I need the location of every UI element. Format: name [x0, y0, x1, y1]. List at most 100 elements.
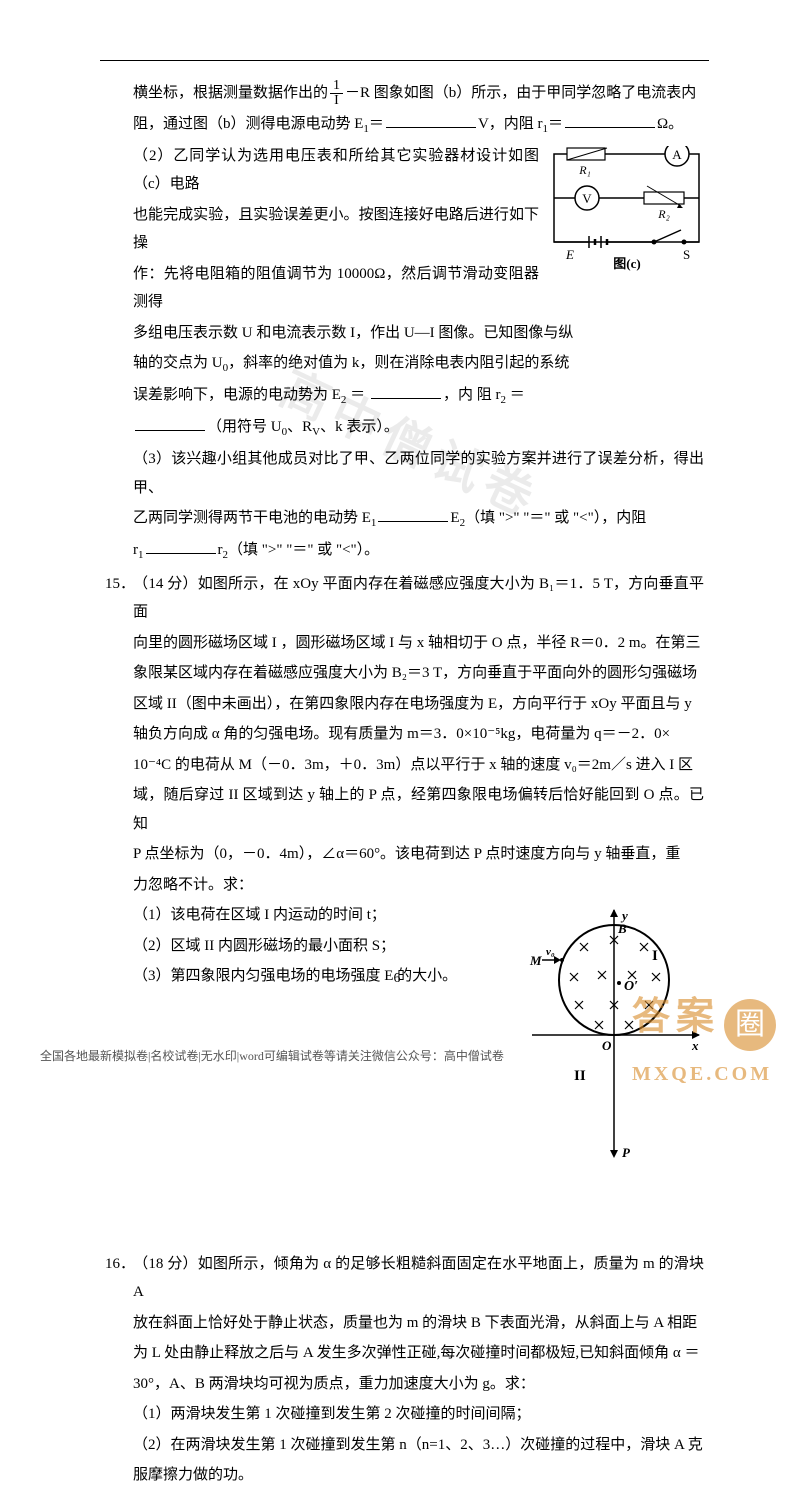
frac-den: I — [330, 94, 343, 108]
r2-box — [644, 192, 684, 204]
q16-l4: 30°，A、B 两滑块均可视为质点，重力加速度大小为 g。求： — [133, 1370, 704, 1399]
p3-l2: 乙两同学测得两节干电池的电动势 E1E2（填 ">" "＝" 或 "<"），内阻 — [133, 504, 704, 534]
txt: 乙两同学测得两节干电池的电动势 E — [133, 510, 371, 526]
txt: E — [450, 510, 459, 526]
blank-r1 — [565, 113, 655, 128]
txt: 该兴趣小组其他成员对比了甲、乙两位同学的实验方案并进行了误差分析，得出甲、 — [133, 451, 704, 496]
txt: ＝ — [548, 116, 563, 132]
txt: ＝ — [506, 387, 525, 403]
s-label: S — [683, 247, 690, 262]
voltmeter-label: V — [582, 191, 592, 206]
p-label: P — [622, 1145, 631, 1160]
blank-r2 — [135, 416, 205, 431]
sub: 1 — [138, 549, 144, 561]
txt: 轴的交点为 U — [133, 355, 223, 371]
r2-label: R₂ — [657, 207, 670, 221]
wm-bubble: 圈 — [724, 999, 776, 1051]
q15-l9: 力忽略不计。求： — [133, 871, 704, 900]
frac-num: 1 — [330, 79, 343, 94]
q16-l2: 放在斜面上恰好处于静止状态，质量也为 m 的滑块 B 下表面光滑，从斜面上与 A… — [133, 1309, 704, 1338]
p2-l7: （用符号 U0、RV、k 表示）。 — [133, 413, 704, 443]
corner-watermark: 答案圈 MXQE.COM — [632, 981, 776, 1093]
o-label: O — [602, 1038, 612, 1053]
txt: 横坐标，根据测量数据作出的 — [133, 85, 328, 101]
q16-s2b: 服摩擦力做的功。 — [133, 1461, 704, 1490]
txt: 阻，通过图（b）测得电源电动势 E — [133, 116, 363, 132]
circuit-figure: R₁ A V R₂ — [549, 146, 704, 282]
q15-l5: 轴负方向成 α 角的匀强电场。现有质量为 m＝3．0×10⁻⁵kg，电荷量为 q… — [133, 720, 704, 749]
q16-s2: （2）在两滑块发生第 1 次碰撞到发生第 n（n=1、2、3…）次碰撞的过程中，… — [133, 1431, 704, 1460]
wm-url: MXQE.COM — [632, 1055, 776, 1093]
txt: ＝ — [369, 116, 384, 132]
txt: V，内阻 r — [478, 116, 543, 132]
blank-comp1 — [378, 507, 448, 522]
v0-arrow — [554, 956, 561, 964]
v0-label: v₀ — [546, 946, 555, 958]
q15-l4: 区域 II（图中未画出），在第四象限内存在电场强度为 E，方向平行于 xOy 平… — [133, 690, 704, 719]
continuation-block: 横坐标，根据测量数据作出的1I－R 图象如图（b）所示，由于甲同学忽略了电流表内… — [133, 79, 704, 566]
txt: （18 分） — [133, 1256, 198, 1272]
q15-l7: 域，随后穿过 II 区域到达 y 轴上的 P 点，经第四象限电场偏转后恰好能回到… — [133, 781, 704, 838]
q15-l6: 10⁻⁴C 的电荷从 M（－0．3m，＋0．3m）点以平行于 x 轴的速度 v₀… — [133, 751, 704, 780]
txt: 乙同学认为选用电压表和所给其它实验器材设计如图（c）电路 — [133, 148, 539, 193]
spacer — [105, 1180, 704, 1250]
txt: 如图所示，在 xOy 平面内存在着磁感应强度大小为 B₁＝1．5 T，方向垂直平… — [133, 576, 704, 621]
frag-line2: 阻，通过图（b）测得电源电动势 E1＝V，内阻 r1＝Ω。 — [133, 110, 704, 140]
circuit-svg: R₁ A V R₂ — [549, 146, 704, 271]
ammeter-label: A — [672, 147, 682, 162]
switch-lever — [654, 230, 681, 242]
e-label: E — [565, 247, 574, 262]
q16-s1: （1）两滑块发生第 1 次碰撞到发生第 2 次碰撞的时间间隔； — [133, 1400, 704, 1429]
question-16: 16．（18 分）如图所示，倾角为 α 的足够长粗糙斜面固定在水平地面上，质量为… — [105, 1250, 704, 1490]
question-15: 15．（14 分）如图所示，在 xOy 平面内存在着磁感应强度大小为 B₁＝1．… — [105, 570, 704, 991]
blank-e1 — [386, 113, 476, 128]
frag-line1: 横坐标，根据测量数据作出的1I－R 图象如图（b）所示，由于甲同学忽略了电流表内 — [133, 79, 704, 108]
q16-l3: 为 L 处由静止释放之后与 A 发生多次弹性正碰,每次碰撞时间都极短,已知斜面倾… — [133, 1339, 704, 1368]
txt: （填 ">" "＝" 或 "<"）。 — [228, 542, 379, 558]
txt: ＝ — [346, 387, 369, 403]
ii-label: II — [574, 1068, 586, 1084]
y-arrow — [610, 909, 618, 917]
yaxis-label: y — [620, 908, 628, 923]
txt: 如图所示，倾角为 α 的足够长粗糙斜面固定在水平地面上，质量为 m 的滑块 A — [133, 1256, 704, 1301]
txt: （填 ">" "＝" 或 "<"），内阻 — [465, 510, 646, 526]
fraction: 1I — [330, 79, 343, 108]
txt: （用符号 U — [207, 419, 282, 435]
txt: 、k 表示）。 — [320, 419, 399, 435]
blank-e2 — [371, 384, 441, 399]
txt: （2） — [133, 148, 173, 164]
fig-c-label: 图(c) — [613, 256, 640, 271]
txt: －R 图象如图（b）所示，由于甲同学忽略了电流表内 — [345, 85, 696, 101]
q15-l8: P 点坐标为（0，－0．4m），∠α＝60°。该电荷到达 P 点时速度方向与 y… — [133, 840, 704, 869]
r1-label: R₁ — [578, 163, 591, 177]
sub: V — [312, 426, 320, 438]
wm-text: 答案 — [632, 996, 720, 1038]
q15-l3: 象限某区域内存在着磁感应强度大小为 B₂＝3 T，方向垂直于平面向外的圆形匀强磁… — [133, 659, 704, 688]
p2-l4: 多组电压表示数 U 和电流表示数 I，作出 U—I 图像。已知图像与纵 — [133, 319, 704, 348]
blank-comp2 — [146, 539, 216, 554]
p3-l1: （3）该兴趣小组其他成员对比了甲、乙两位同学的实验方案并进行了误差分析，得出甲、 — [133, 445, 704, 502]
sub: 1 — [371, 517, 377, 529]
q16-l1: 16．（18 分）如图所示，倾角为 α 的足够长粗糙斜面固定在水平地面上，质量为… — [133, 1250, 704, 1307]
p-arrow — [610, 1150, 618, 1158]
txt: Ω。 — [657, 116, 683, 132]
p2-l6: 误差影响下，电源的电动势为 E2 ＝ ，内 阻 r2 ＝ — [133, 381, 704, 411]
q15-l2: 向里的圆形磁场区域 I ，圆形磁场区域 I 与 x 轴相切于 O 点，半径 R＝… — [133, 629, 704, 658]
txt: （14 分） — [133, 576, 198, 592]
p3-l3: r1r2（填 ">" "＝" 或 "<"）。 — [133, 536, 704, 566]
footer-text: 全国各地最新模拟卷|名校试卷|无水印|word可编辑试卷等请关注微信公众号：高中… — [40, 1045, 504, 1068]
q15-l1: 15．（14 分）如图所示，在 xOy 平面内存在着磁感应强度大小为 B₁＝1．… — [133, 570, 704, 627]
q-number: 16． — [105, 1250, 133, 1279]
txt: 误差影响下，电源的电动势为 E — [133, 387, 341, 403]
txt: ，内 阻 r — [443, 387, 501, 403]
txt: ，斜率的绝对值为 k，则在消除电表内阻引起的系统 — [228, 355, 569, 371]
top-rule — [100, 60, 709, 61]
txt: 、R — [287, 419, 312, 435]
txt: （3） — [133, 451, 171, 467]
i-label: I — [652, 948, 658, 964]
page-content: 横坐标，根据测量数据作出的1I－R 图象如图（b）所示，由于甲同学忽略了电流表内… — [105, 79, 704, 1490]
q-number: 15． — [105, 570, 133, 599]
p2-l5: 轴的交点为 U0，斜率的绝对值为 k，则在消除电表内阻引起的系统 — [133, 349, 704, 379]
b-label: B — [617, 921, 627, 936]
m-dot — [560, 958, 564, 962]
